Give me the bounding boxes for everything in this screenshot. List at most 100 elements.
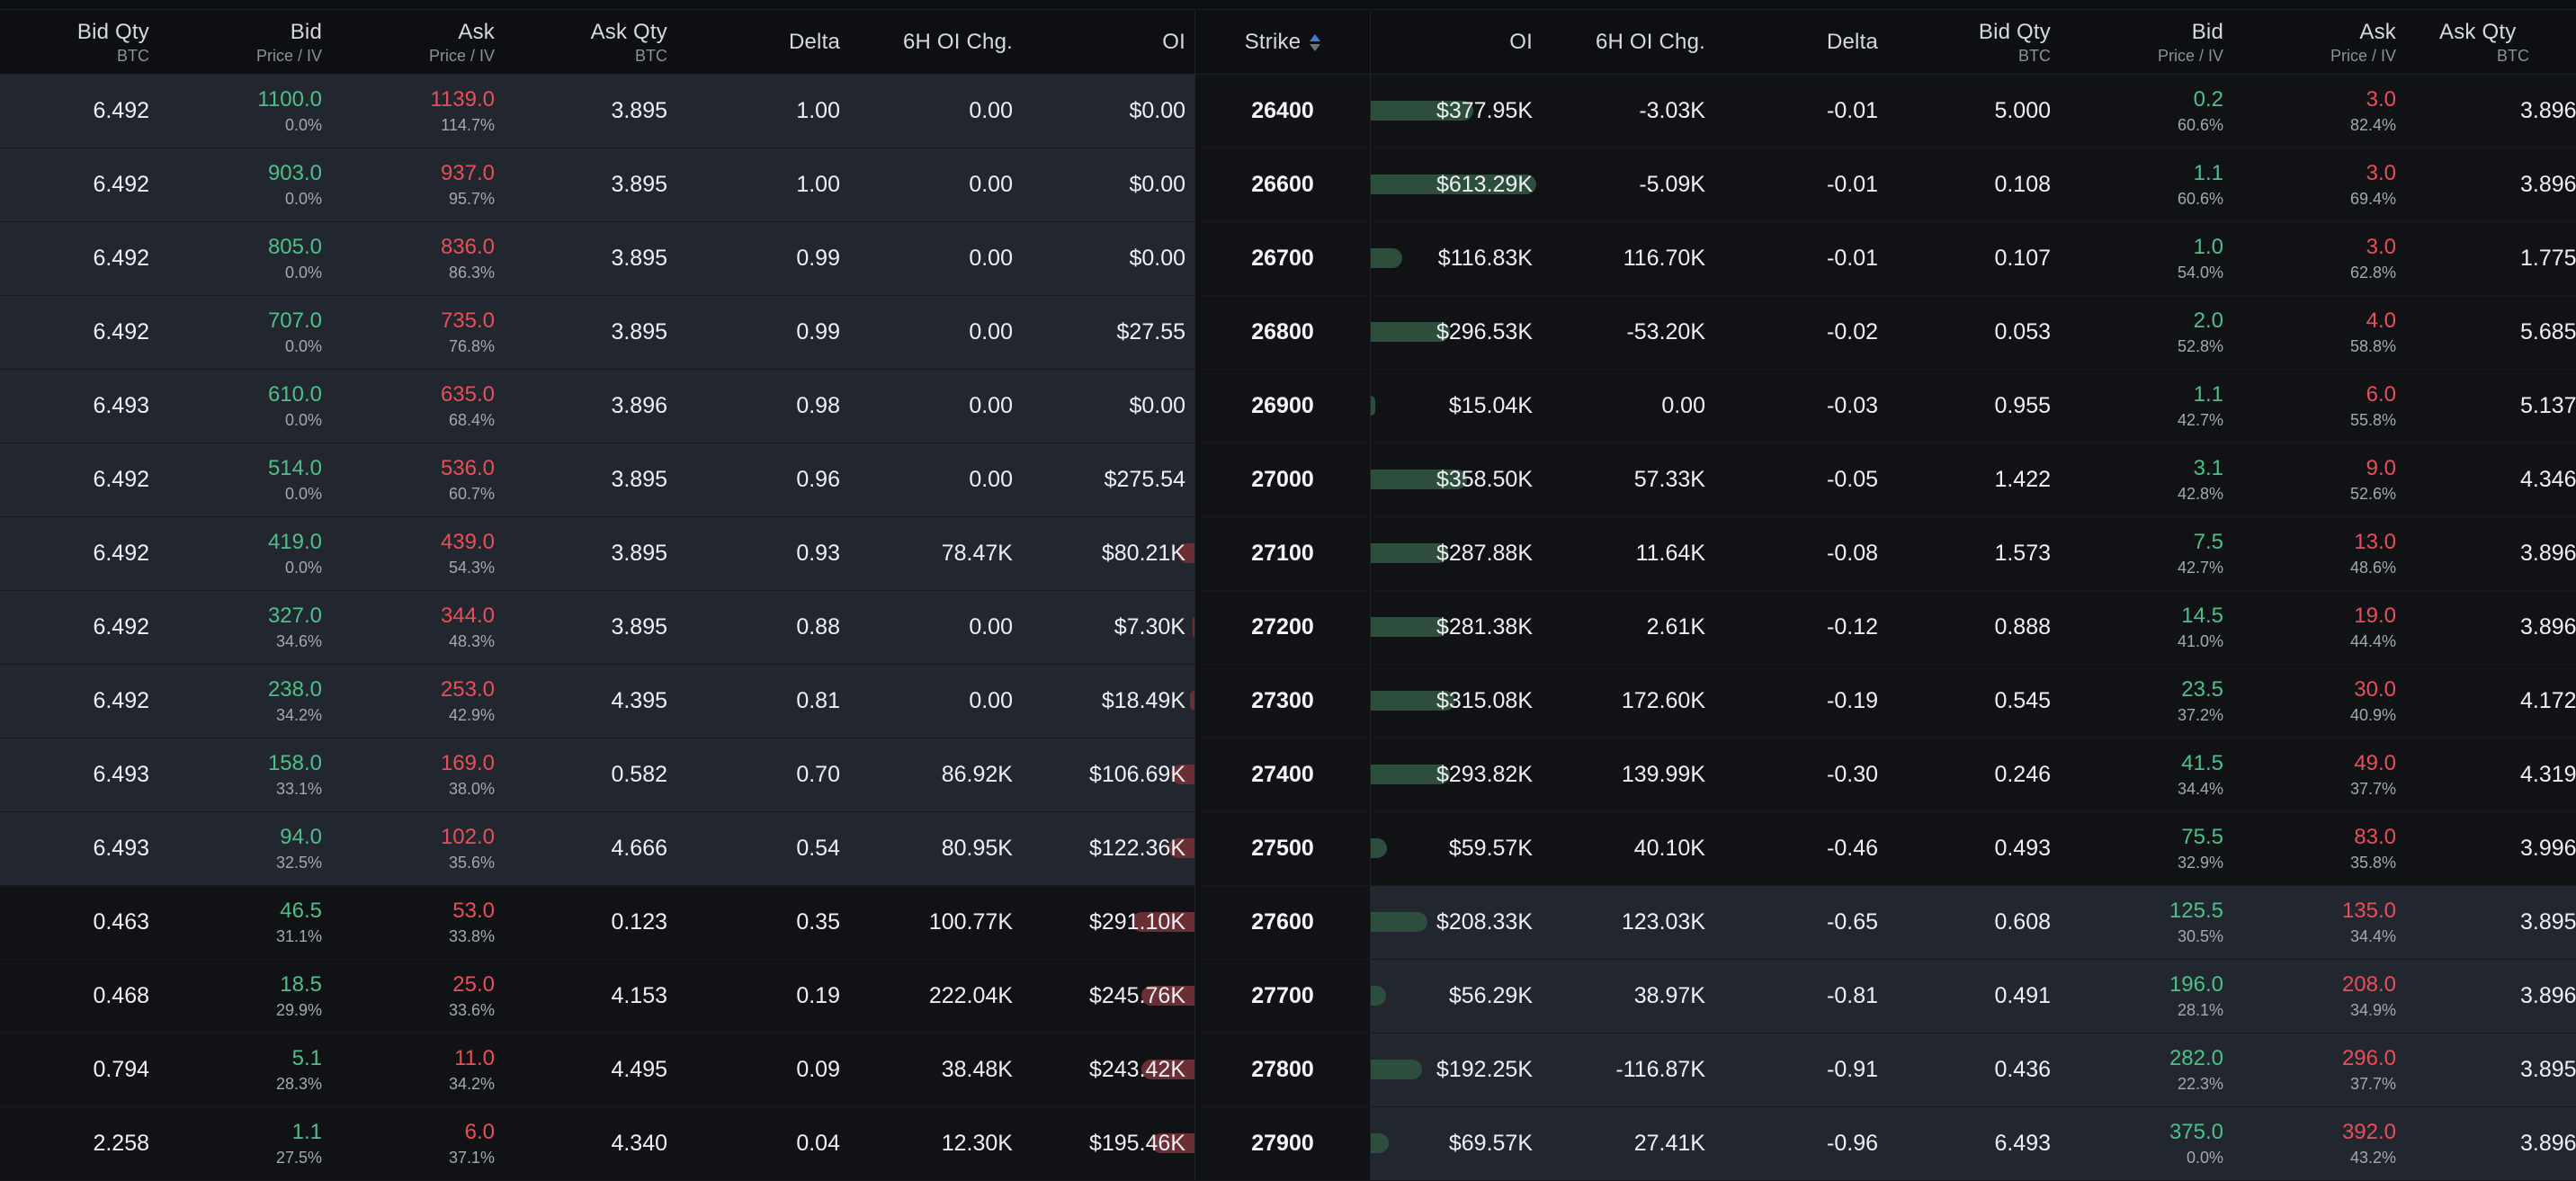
- call-ask-qty[interactable]: 3.895: [504, 75, 676, 148]
- call-bid[interactable]: 327.0 34.6%: [158, 591, 331, 664]
- call-bid-qty[interactable]: 6.493: [0, 738, 158, 811]
- header-put-bid[interactable]: Bid Price / IV: [2157, 20, 2223, 65]
- put-bid[interactable]: 1.1 42.7%: [2060, 370, 2232, 443]
- put-bid-qty[interactable]: 0.888: [1887, 591, 2060, 664]
- call-bid-qty[interactable]: 6.493: [0, 812, 158, 885]
- call-ask-qty[interactable]: 3.895: [504, 517, 676, 590]
- header-call-oi[interactable]: OI: [1162, 30, 1185, 54]
- call-ask[interactable]: 253.0 42.9%: [331, 665, 504, 738]
- call-ask-qty[interactable]: 4.395: [504, 665, 676, 738]
- put-ask-qty[interactable]: 1.775: [2405, 222, 2576, 295]
- call-bid-qty[interactable]: 6.492: [0, 517, 158, 590]
- table-row[interactable]: 6.492 419.0 0.0% 439.0 54.3% 3.895 0.93 78.47K $…: [0, 517, 2576, 591]
- table-row[interactable]: 6.492 707.0 0.0% 735.0 76.8% 3.895 0.99 0.00 $27…: [0, 296, 2576, 370]
- call-bid[interactable]: 514.0 0.0%: [158, 443, 331, 516]
- put-bid[interactable]: 23.5 37.2%: [2060, 665, 2232, 738]
- table-row[interactable]: 6.492 327.0 34.6% 344.0 48.3% 3.895 0.88 0.00 $7…: [0, 591, 2576, 665]
- call-bid-qty[interactable]: 6.492: [0, 296, 158, 369]
- put-ask[interactable]: 296.0 37.7%: [2232, 1033, 2405, 1106]
- put-bid-qty[interactable]: 0.436: [1887, 1033, 2060, 1106]
- put-bid[interactable]: 14.5 41.0%: [2060, 591, 2232, 664]
- call-bid-qty[interactable]: 6.493: [0, 370, 158, 443]
- header-call-bid-qty[interactable]: Bid Qty BTC: [76, 20, 149, 65]
- strike-cell[interactable]: 27800: [1194, 1033, 1371, 1106]
- header-call-bid[interactable]: Bid Price / IV: [255, 20, 322, 65]
- table-row[interactable]: 6.492 903.0 0.0% 937.0 95.7% 3.895 1.00 0.00 $0.…: [0, 148, 2576, 222]
- strike-cell[interactable]: 27900: [1194, 1107, 1371, 1180]
- header-call-delta[interactable]: Delta: [788, 30, 840, 54]
- strike-cell[interactable]: 27600: [1194, 886, 1371, 959]
- call-bid[interactable]: 46.5 31.1%: [158, 886, 331, 959]
- put-ask-qty[interactable]: 3.896: [2405, 591, 2576, 664]
- header-put-delta[interactable]: Delta: [1826, 30, 1878, 54]
- header-call-oi-change[interactable]: 6H OI Chg.: [902, 30, 1013, 54]
- put-ask[interactable]: 6.0 55.8%: [2232, 370, 2405, 443]
- call-ask[interactable]: 344.0 48.3%: [331, 591, 504, 664]
- put-bid-qty[interactable]: 0.108: [1887, 148, 2060, 221]
- call-bid-qty[interactable]: 6.492: [0, 75, 158, 148]
- put-bid-qty[interactable]: 0.955: [1887, 370, 2060, 443]
- strike-cell[interactable]: 26800: [1194, 296, 1371, 369]
- put-bid-qty[interactable]: 0.053: [1887, 296, 2060, 369]
- put-ask[interactable]: 83.0 35.8%: [2232, 812, 2405, 885]
- table-row[interactable]: 6.492 805.0 0.0% 836.0 86.3% 3.895 0.99 0.00 $0.…: [0, 222, 2576, 296]
- put-ask-qty[interactable]: 3.996: [2405, 812, 2576, 885]
- strike-cell[interactable]: 27100: [1194, 517, 1371, 590]
- header-put-oi[interactable]: OI: [1509, 30, 1533, 54]
- put-ask-qty[interactable]: 3.896: [2405, 75, 2576, 148]
- call-ask[interactable]: 102.0 35.6%: [331, 812, 504, 885]
- table-row[interactable]: 6.492 1100.0 0.0% 1139.0 114.7% 3.895 1.00 0.00…: [0, 75, 2576, 148]
- header-put-bid-qty[interactable]: Bid Qty BTC: [1978, 20, 2051, 65]
- put-bid[interactable]: 196.0 28.1%: [2060, 960, 2232, 1033]
- call-ask[interactable]: 536.0 60.7%: [331, 443, 504, 516]
- put-ask[interactable]: 135.0 34.4%: [2232, 886, 2405, 959]
- call-ask-qty[interactable]: 4.666: [504, 812, 676, 885]
- put-bid-qty[interactable]: 0.246: [1887, 738, 2060, 811]
- put-ask-qty[interactable]: 5.137: [2405, 370, 2576, 443]
- call-bid[interactable]: 805.0 0.0%: [158, 222, 331, 295]
- call-ask-qty[interactable]: 3.896: [504, 370, 676, 443]
- call-bid[interactable]: 5.1 28.3%: [158, 1033, 331, 1106]
- table-row[interactable]: 6.493 94.0 32.5% 102.0 35.6% 4.666 0.54 80.95K $…: [0, 812, 2576, 886]
- put-ask[interactable]: 208.0 34.9%: [2232, 960, 2405, 1033]
- call-ask[interactable]: 11.0 34.2%: [331, 1033, 504, 1106]
- call-ask[interactable]: 6.0 37.1%: [331, 1107, 504, 1180]
- strike-cell[interactable]: 27200: [1194, 591, 1371, 664]
- table-row[interactable]: 6.493 610.0 0.0% 635.0 68.4% 3.896 0.98 0.00 $0.…: [0, 370, 2576, 443]
- put-bid[interactable]: 375.0 0.0%: [2060, 1107, 2232, 1180]
- put-ask[interactable]: 19.0 44.4%: [2232, 591, 2405, 664]
- put-ask[interactable]: 4.0 58.8%: [2232, 296, 2405, 369]
- put-ask-qty[interactable]: 3.896: [2405, 148, 2576, 221]
- call-bid[interactable]: 610.0 0.0%: [158, 370, 331, 443]
- header-call-ask-qty[interactable]: Ask Qty BTC: [590, 20, 667, 65]
- put-ask-qty[interactable]: 3.895: [2405, 1033, 2576, 1106]
- call-ask-qty[interactable]: 3.895: [504, 296, 676, 369]
- put-bid-qty[interactable]: 6.493: [1887, 1107, 2060, 1180]
- call-ask[interactable]: 439.0 54.3%: [331, 517, 504, 590]
- call-ask-qty[interactable]: 3.895: [504, 443, 676, 516]
- call-ask-qty[interactable]: 4.495: [504, 1033, 676, 1106]
- call-ask-qty[interactable]: 0.123: [504, 886, 676, 959]
- put-ask[interactable]: 9.0 52.6%: [2232, 443, 2405, 516]
- call-ask[interactable]: 1139.0 114.7%: [331, 75, 504, 148]
- put-bid-qty[interactable]: 0.107: [1887, 222, 2060, 295]
- strike-cell[interactable]: 27300: [1194, 665, 1371, 738]
- strike-cell[interactable]: 26900: [1194, 370, 1371, 443]
- header-call-ask[interactable]: Ask Price / IV: [428, 20, 495, 65]
- put-ask[interactable]: 3.0 69.4%: [2232, 148, 2405, 221]
- call-bid-qty[interactable]: 6.492: [0, 148, 158, 221]
- put-ask-qty[interactable]: 3.896: [2405, 960, 2576, 1033]
- table-row[interactable]: 0.463 46.5 31.1% 53.0 33.8% 0.123 0.35 100.77K $…: [0, 886, 2576, 960]
- put-ask[interactable]: 30.0 40.9%: [2232, 665, 2405, 738]
- put-bid-qty[interactable]: 5.000: [1887, 75, 2060, 148]
- put-ask-qty[interactable]: 4.319: [2405, 738, 2576, 811]
- put-bid[interactable]: 75.5 32.9%: [2060, 812, 2232, 885]
- put-bid-qty[interactable]: 0.545: [1887, 665, 2060, 738]
- put-bid[interactable]: 0.2 60.6%: [2060, 75, 2232, 148]
- put-bid[interactable]: 282.0 22.3%: [2060, 1033, 2232, 1106]
- call-bid[interactable]: 18.5 29.9%: [158, 960, 331, 1033]
- strike-cell[interactable]: 26400: [1194, 75, 1371, 148]
- put-bid-qty[interactable]: 0.608: [1887, 886, 2060, 959]
- call-ask[interactable]: 53.0 33.8%: [331, 886, 504, 959]
- put-bid-qty[interactable]: 0.493: [1887, 812, 2060, 885]
